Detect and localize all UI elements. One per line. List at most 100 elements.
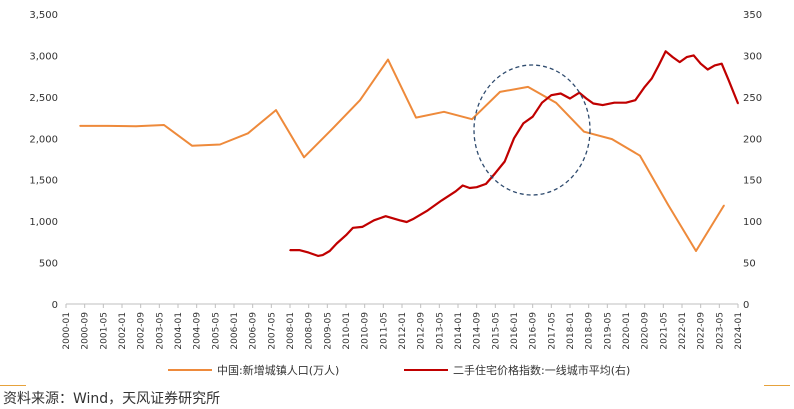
series-2-point [613,101,616,104]
x-tick-label: 2008-09 [305,312,315,350]
series-2-point [713,64,716,67]
series-2-point [657,64,660,67]
series-1-point [415,116,417,119]
highlight-ellipse [473,64,591,196]
x-tick-label: 2010-09 [361,312,371,350]
footer-rule-right [764,385,790,386]
series-2-point [643,86,646,88]
series-2-point [412,217,415,220]
series-2-point [398,219,401,222]
x-tick-label: 2015-05 [491,312,501,350]
series-2-point [550,94,553,96]
x-tick-label: 2006-01 [230,312,240,350]
left-axis-ticks: 0 500 1,000 1,500 2,000 2,500 3,000 3,500 [29,10,58,311]
series-2-point [522,122,525,125]
x-tick-label: 2002-09 [137,312,147,350]
x-tick-label: 2022-01 [678,312,688,350]
series-2-point [685,56,688,58]
series-1-point [387,58,389,61]
series-2-point [317,255,319,257]
left-tick-label: 3,500 [29,10,58,21]
series-2-point [531,115,534,118]
series-1-point [443,110,445,113]
series-2-point [678,61,681,63]
right-tick-label: 100 [743,217,762,228]
x-tick-label: 2017-05 [547,312,557,350]
left-tick-label: 500 [39,259,58,270]
series-2-point [440,199,443,202]
x-tick-label: 2020-09 [641,312,651,350]
series-2-point [727,79,730,82]
x-tick-label: 2008-01 [286,312,296,350]
x-tick-label: 2003-05 [155,312,165,350]
series-2-point [503,160,506,163]
series-2-point [650,77,653,80]
left-tick-label: 2,500 [29,93,58,104]
series-1-point [723,204,725,207]
x-tick-label: 2013-05 [435,312,445,350]
x-tick-label: 2009-05 [323,312,333,350]
series-2-point [352,226,354,229]
x-tick-label: 2011-05 [379,312,389,350]
series-2-point [475,186,478,188]
legend-label-series-2: 二手住宅价格指数:一线城市平均(右) [453,363,630,377]
series-1-point [247,132,249,135]
series-1-point [583,130,585,133]
series-2-point [468,187,471,189]
series-2-point [706,68,709,71]
series-2-point [485,183,487,185]
left-tick-label: 3,000 [29,51,58,62]
series-2-point [426,209,429,212]
series-2-point [345,234,347,237]
series-1-point [695,250,697,252]
series-1-point [611,138,613,140]
series-2-point [634,99,637,101]
series-line-2 [290,50,740,257]
series-2-point [321,254,324,256]
series-2-point [513,137,515,140]
series-2-point [692,54,695,57]
series-2-point [559,92,562,95]
series-2-point [361,226,364,228]
x-tick-label: 2000-01 [62,312,72,350]
x-tick-label: 2020-01 [622,312,632,350]
x-axis-ticks: 2000-01 2000-09 2001-05 2002-01 2002-09 2003-… [62,304,744,350]
series-2-point [699,62,702,65]
chart: 0 500 1,000 1,500 2,000 2,500 3,000 3,500 0 50 10… [29,10,762,377]
x-tick-label: 2005-05 [211,312,221,350]
right-tick-label: 300 [743,51,762,62]
x-tick-label: 2016-01 [510,312,520,350]
footer-rule-left [0,385,26,386]
series-2-point [625,101,627,104]
x-tick-label: 2014-01 [454,312,464,350]
series-1-point [275,109,277,111]
x-tick-label: 2001-05 [99,312,109,350]
x-tick-label: 2023-05 [715,312,725,350]
x-tick-label: 2019-05 [603,312,613,350]
right-axis-ticks: 0 50 100 150 200 250 300 350 [743,10,762,311]
x-tick-label: 2021-05 [659,312,669,350]
series-2-point [307,251,310,254]
series-2-point [592,102,595,105]
right-tick-label: 150 [743,176,762,187]
series-2-point [373,219,375,222]
x-tick-label: 2010-01 [342,312,352,350]
series-2-point [671,56,674,58]
series-2-point [494,172,497,174]
series-1-point [79,125,81,127]
series-1-point [107,125,109,127]
series-1-point [555,101,557,104]
x-tick-label: 2016-09 [529,312,539,350]
left-tick-label: 0 [52,300,58,311]
right-tick-label: 350 [743,10,762,21]
series-2-point [541,101,543,104]
series-1-point [303,156,305,159]
x-tick-label: 2018-09 [585,312,595,350]
x-tick-label: 2004-09 [193,312,203,350]
series-1-point [667,203,669,206]
x-tick-label: 2006-09 [249,312,259,350]
series-1-point [359,99,361,101]
right-tick-label: 0 [743,300,749,311]
series-2-point [328,250,331,252]
legend-label-series-1: 中国:新增城镇人口(万人) [217,363,339,377]
